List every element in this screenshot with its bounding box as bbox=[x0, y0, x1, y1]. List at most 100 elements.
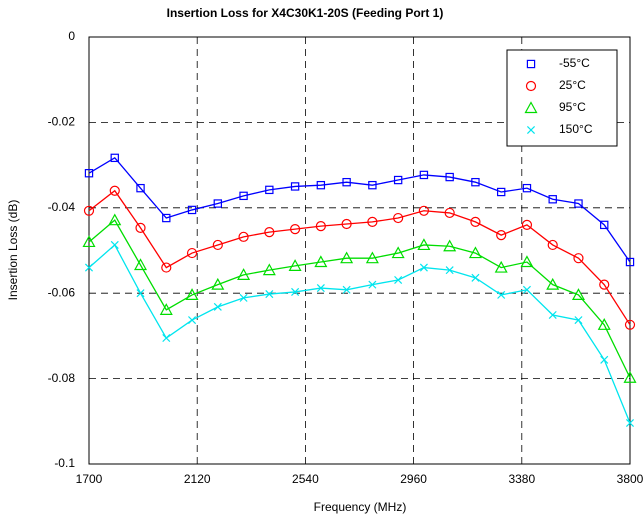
marker bbox=[419, 170, 429, 180]
marker bbox=[187, 205, 197, 215]
marker bbox=[135, 222, 146, 233]
marker bbox=[291, 287, 300, 296]
marker bbox=[443, 239, 457, 252]
marker bbox=[188, 316, 197, 325]
y-tick-label: 0 bbox=[68, 29, 75, 43]
marker bbox=[161, 262, 172, 273]
marker bbox=[316, 180, 326, 190]
marker bbox=[82, 235, 96, 248]
marker bbox=[625, 418, 635, 428]
legend-label: 150°C bbox=[559, 122, 593, 136]
marker bbox=[624, 319, 636, 330]
marker bbox=[265, 185, 274, 195]
marker bbox=[444, 207, 455, 219]
marker bbox=[471, 177, 480, 187]
marker bbox=[340, 251, 354, 264]
marker bbox=[262, 263, 276, 276]
marker bbox=[393, 175, 403, 185]
legend-marker bbox=[525, 80, 537, 92]
marker bbox=[341, 218, 352, 230]
y-tick-label: -0.04 bbox=[48, 200, 76, 214]
marker bbox=[159, 303, 173, 315]
x-tick-label: 3800 bbox=[617, 472, 644, 486]
y-tick-label: -0.06 bbox=[48, 285, 76, 299]
marker bbox=[574, 199, 583, 208]
x-tick-label: 2120 bbox=[184, 472, 211, 486]
marker bbox=[239, 191, 248, 201]
series-line bbox=[88, 219, 631, 379]
marker bbox=[571, 288, 585, 301]
marker bbox=[162, 213, 171, 223]
marker bbox=[419, 263, 428, 272]
y-tick-label: -0.1 bbox=[54, 456, 75, 470]
marker bbox=[84, 169, 94, 178]
marker bbox=[212, 239, 223, 251]
marker bbox=[417, 238, 431, 251]
legend-label: 25°C bbox=[559, 78, 586, 92]
marker bbox=[213, 199, 223, 208]
y-tick-label: -0.02 bbox=[48, 115, 76, 129]
marker bbox=[314, 255, 328, 268]
marker bbox=[494, 260, 508, 273]
chart-title: Insertion Loss for X4C30K1-20S (Feeding … bbox=[167, 6, 444, 20]
series-line bbox=[88, 243, 631, 424]
marker bbox=[394, 275, 403, 284]
plot-frame bbox=[88, 36, 631, 465]
marker bbox=[110, 153, 119, 163]
marker bbox=[497, 290, 506, 299]
x-tick-label: 2540 bbox=[292, 472, 319, 486]
marker bbox=[264, 227, 275, 238]
marker bbox=[522, 183, 532, 193]
legend-marker bbox=[526, 125, 536, 135]
x-tick-label: 2960 bbox=[400, 472, 427, 486]
legend-marker bbox=[524, 101, 538, 114]
marker bbox=[418, 205, 430, 216]
marker bbox=[84, 263, 94, 272]
marker bbox=[368, 280, 377, 289]
marker bbox=[239, 293, 248, 302]
marker bbox=[573, 253, 584, 264]
marker bbox=[521, 219, 533, 230]
marker bbox=[316, 284, 325, 293]
marker bbox=[288, 259, 302, 271]
marker bbox=[522, 285, 531, 294]
marker bbox=[520, 255, 534, 268]
marker bbox=[600, 220, 609, 230]
marker bbox=[548, 195, 557, 204]
x-axis-label: Frequency (MHz) bbox=[314, 500, 407, 514]
marker bbox=[109, 185, 120, 196]
marker bbox=[290, 182, 300, 191]
marker bbox=[367, 216, 378, 227]
marker bbox=[108, 213, 122, 226]
x-tick-label: 3380 bbox=[508, 472, 535, 486]
marker bbox=[162, 334, 171, 343]
marker bbox=[391, 246, 405, 259]
marker bbox=[211, 277, 225, 290]
y-axis-label: Insertion Loss (dB) bbox=[6, 200, 20, 301]
series-line bbox=[88, 157, 631, 263]
marker bbox=[110, 240, 119, 249]
marker bbox=[471, 273, 480, 282]
marker bbox=[623, 371, 637, 383]
marker bbox=[574, 316, 583, 325]
marker bbox=[547, 239, 558, 251]
marker bbox=[315, 221, 326, 232]
marker bbox=[600, 355, 609, 364]
marker bbox=[265, 290, 274, 299]
marker bbox=[625, 257, 635, 267]
marker bbox=[342, 285, 351, 294]
marker bbox=[136, 289, 145, 298]
legend-label: -55°C bbox=[559, 56, 590, 70]
legend-label: 95°C bbox=[559, 100, 586, 114]
marker bbox=[548, 310, 557, 320]
marker bbox=[496, 230, 507, 241]
marker bbox=[83, 205, 95, 216]
marker bbox=[136, 183, 145, 193]
marker bbox=[597, 318, 611, 330]
marker bbox=[238, 231, 249, 242]
marker bbox=[342, 177, 351, 187]
legend-marker bbox=[526, 59, 536, 69]
marker bbox=[393, 212, 404, 224]
marker bbox=[213, 302, 222, 311]
marker bbox=[496, 187, 506, 197]
